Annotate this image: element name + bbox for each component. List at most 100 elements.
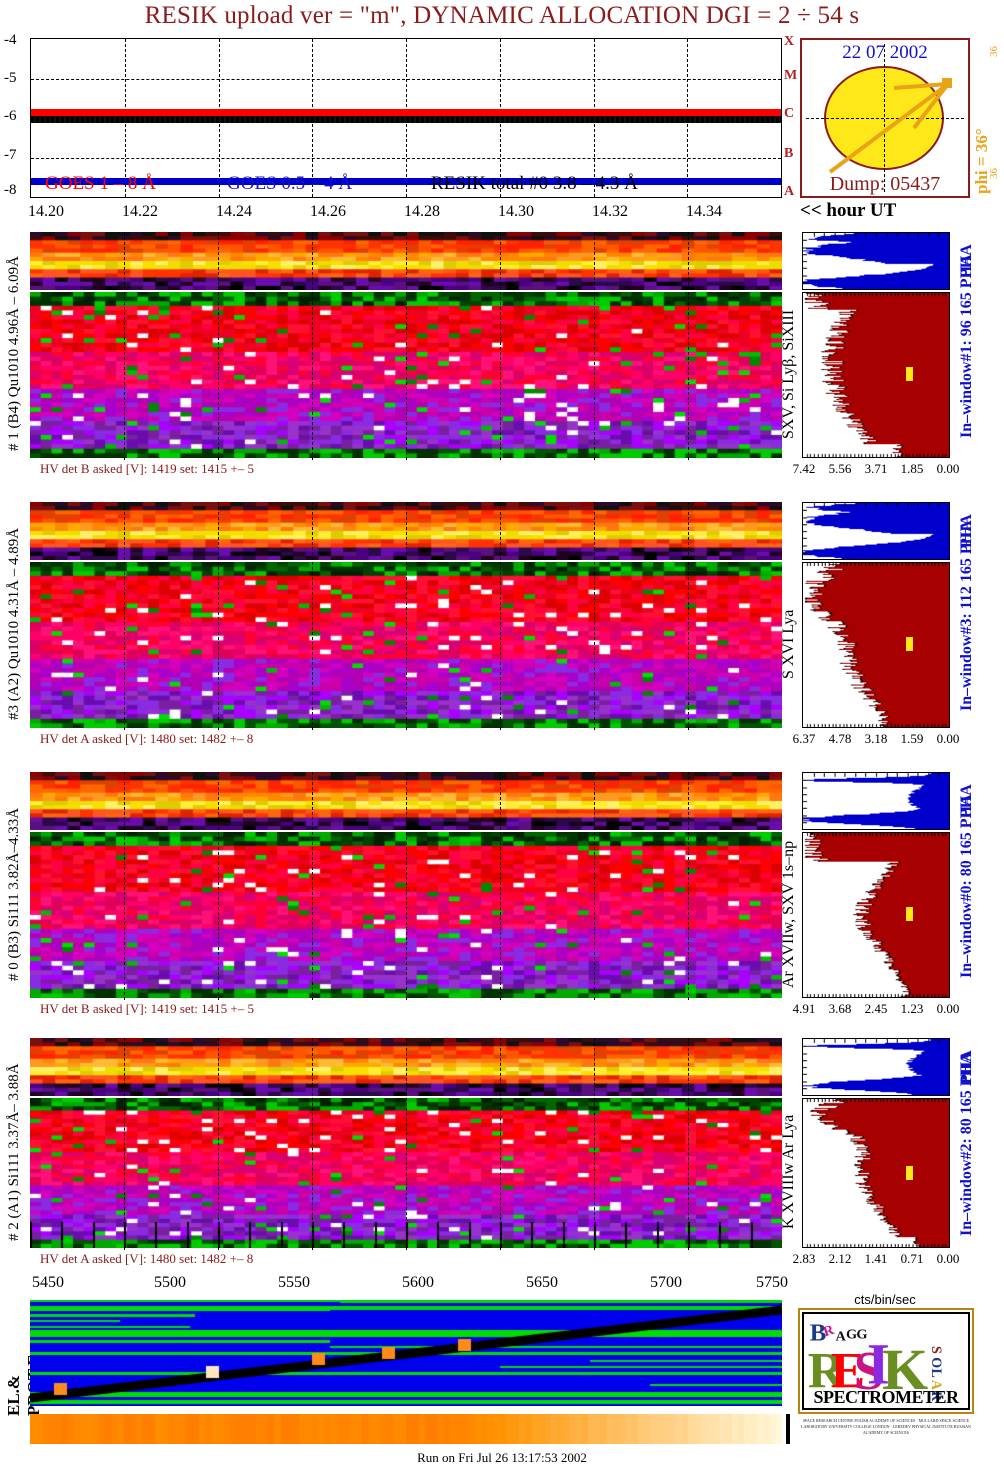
gridline-v [218,232,219,460]
wavelength-axis: 5450 5500 5550 5600 5650 5700 5750 [30,1272,788,1294]
channel-left-label: # 2 (A1) Si111 3.37Å– 3.88Å [6,1063,22,1241]
pointing-arrows-icon [828,78,952,174]
spectrum-marker [906,366,913,381]
channel-line-identification: SXV, Si Lyβ, SiXIII [780,309,797,439]
cts-tick-label: 1.23 [900,1001,924,1016]
gridline-v [124,772,125,1000]
sun-crosshair-h [806,118,964,119]
gridline-v [594,1038,595,1250]
gridline-v [312,232,313,460]
electron-proton-env-panel[interactable] [30,1300,782,1406]
gridline-v [688,232,689,460]
spectrum-marker [906,1165,913,1180]
pha-axis-label: PHA [958,244,975,278]
goes-class-b: B [784,146,794,161]
cts-tick-label: 4.78 [828,731,852,746]
gridline-v [500,772,501,1000]
logo-fineprint: SPACE RESEARCH CENTRE POLISH ACADEMY OF … [801,1418,971,1435]
channel-line-identification: K XVIIIw Ar Lya [780,1114,797,1230]
cts-tick-label: 5.56 [828,461,852,476]
pha-histogram[interactable] [802,772,950,830]
cts-tick-label: 2.83 [792,1251,816,1266]
wl-tick-label: 5650 [526,1274,558,1291]
cts-tick-label: 7.42 [792,461,816,476]
channel-left-label: #3 (A2) Qu1010 4.31Å – 4.89Å [6,527,22,721]
goes-class-c: C [784,106,795,121]
dump-number: Dump: 05437 [829,173,941,195]
gridline-v [594,772,595,1000]
gridline-v [312,502,313,730]
channel-spectrum[interactable] [802,1098,950,1248]
gridline-v [594,502,595,730]
spectrum-marker [906,636,913,651]
gridline-v [406,502,407,730]
goes-ytick-label: -4 [4,32,17,48]
gridline-v [500,502,501,730]
wl-tick-label: 5750 [756,1274,788,1291]
sun-disc-panel[interactable]: 22 07 2002 Dump: 05437 [800,38,970,198]
pha-histogram[interactable] [802,1038,950,1096]
gridline-v [688,1038,689,1250]
channel-left-label: # 0 (B3) Si111 3.82Å–4.33Å [6,807,22,981]
goes-long-trace [31,108,781,116]
goes-class-scale: X M C B A [784,34,798,199]
legend-goes-long: GOES 1 – 8 Å [45,173,156,194]
goes-class-a: A [784,184,795,199]
svg-text:I: I [867,1332,890,1397]
cts-tick-label: 0.71 [900,1251,924,1266]
pha-histogram[interactable] [802,232,950,290]
svg-text:S: S [928,1346,944,1354]
channel-line-identification: S XVI Lya [780,609,797,679]
hour-tick-label: 14.30 [498,203,534,220]
svg-text:R: R [928,1391,944,1402]
resik-logo-artwork: B R A G G R E S I K S O L A R [808,1319,944,1403]
logo-caption: SPECTROMETER [813,1387,959,1407]
gridline-v [218,502,219,730]
run-timestamp: Run on Fri Jul 26 13:17:53 2002 [417,1450,587,1465]
channel-spectrum[interactable] [802,292,950,458]
svg-text:A: A [928,1380,944,1391]
cts-tick-label: 0.00 [936,1251,960,1266]
hv-detector-status: HV det B asked [V]: 1419 set: 1415 +– 5 [40,1001,254,1016]
svg-text:E: E [831,1343,865,1400]
svg-text:O: O [928,1357,944,1368]
legend-resik-total: RESIK total #0 3.8 – 4.3 Å [431,173,638,194]
gridline-v [500,232,501,460]
cts-tick-label: 3.18 [864,731,888,746]
goes-lightcurve-plot[interactable]: GOES 1 – 8 Å GOES 0.5 – 4 Å RESIK total … [30,38,782,198]
cts-tick-label: 2.12 [828,1251,852,1266]
hour-tick-label: 14.28 [404,203,440,220]
hour-tick-label: 14.22 [122,203,158,220]
hour-tick-label: 14.26 [310,203,346,220]
resik-logo: B R A G G R E S I K S O L A R SPECTROMET… [798,1308,974,1414]
phi-scale-bottom: 36 [988,168,1000,179]
gridline-v [218,1038,219,1250]
cts-tick-label: 3.68 [828,1001,852,1016]
svg-text:A: A [835,1328,846,1344]
goes-short-trace [31,178,781,186]
phi-scale-top: 36 [988,46,1000,57]
channel-spectrum[interactable] [802,832,950,998]
hour-tick-label: 14.34 [686,203,722,220]
sun-crosshair-v [884,44,885,192]
channel-line-identification: Ar XVIIw, SXV 1s–np [780,840,797,988]
cts-tick-label: 0.00 [936,1001,960,1016]
hour-axis-label: << hour UT [800,200,897,221]
legend-goes-short: GOES 0.5 – 4 Å [227,173,353,194]
gridline-v [406,772,407,1000]
hv-detector-status: HV det A asked [V]: 1480 set: 1482 +– 8 [40,731,254,746]
wl-tick-label: 5450 [32,1274,64,1291]
hour-tick-label: 14.20 [28,203,64,220]
svg-text:G: G [856,1327,867,1343]
temperature-strip-end-marker [786,1414,790,1444]
gridline-v [218,772,219,1000]
pha-histogram[interactable] [802,502,950,560]
gridline-v [124,1038,125,1250]
goes-ytick-label: -6 [4,108,17,124]
gridline-v [312,1038,313,1250]
channel-spectrum[interactable] [802,562,950,728]
resik-total-trace [31,116,781,124]
gridline-v [124,502,125,730]
gridline-v [406,232,407,460]
svg-text:K: K [882,1338,928,1403]
